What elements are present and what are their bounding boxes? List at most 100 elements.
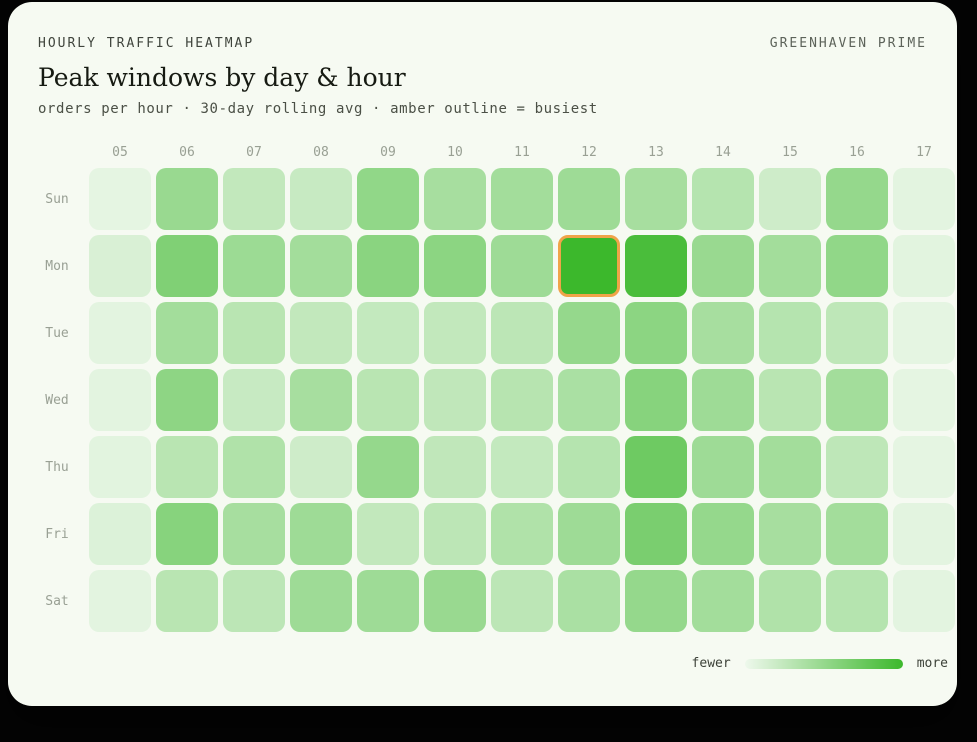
heatmap-cell: [156, 503, 218, 565]
heatmap-cell: [89, 369, 151, 431]
heatmap-cell: [826, 369, 888, 431]
heatmap-cell: [759, 436, 821, 498]
heatmap-cell: [290, 168, 352, 230]
heatmap-cell: [491, 503, 553, 565]
header-row: HOURLY TRAFFIC HEATMAP GREENHAVEN PRIME: [38, 36, 927, 51]
heatmap-cell-busiest: [558, 235, 620, 297]
hour-label: 15: [782, 144, 798, 160]
hour-label: 05: [112, 144, 128, 160]
heatmap-cell: [692, 570, 754, 632]
heatmap-grid: 05 06 07 08 09 10 11 12 13 14 15 16 17 Sun Mon Tue Wed Th…: [30, 141, 955, 632]
brand-label: GREENHAVEN PRIME: [769, 36, 927, 51]
heatmap-cell: [424, 503, 486, 565]
day-label: Fri: [45, 526, 69, 542]
heatmap-cell: [424, 168, 486, 230]
heatmap-cell: [692, 436, 754, 498]
heatmap-cell: [223, 503, 285, 565]
heatmap-cell: [290, 369, 352, 431]
heatmap-cell: [491, 570, 553, 632]
heatmap-cell: [290, 570, 352, 632]
day-label: Thu: [45, 459, 69, 475]
heatmap-cell: [826, 503, 888, 565]
heatmap-cell: [491, 302, 553, 364]
heatmap-cell: [156, 570, 218, 632]
hour-label: 12: [581, 144, 597, 160]
heatmap-cell: [357, 235, 419, 297]
hour-label: 16: [849, 144, 865, 160]
hour-label: 13: [648, 144, 664, 160]
subtitle: orders per hour · 30-day rolling avg · a…: [38, 101, 598, 117]
heatmap-cell: [759, 369, 821, 431]
heatmap-cell: [558, 369, 620, 431]
heatmap-cell: [491, 168, 553, 230]
heatmap-cell: [692, 168, 754, 230]
day-label: Tue: [45, 325, 69, 341]
heatmap-cell: [89, 570, 151, 632]
heatmap-cell: [692, 235, 754, 297]
heatmap-cell: [692, 503, 754, 565]
heatmap-cell: [156, 369, 218, 431]
heatmap-cell: [625, 235, 687, 297]
heatmap-cell: [625, 302, 687, 364]
heatmap-cell: [156, 168, 218, 230]
heatmap-cell: [491, 369, 553, 431]
heatmap-cell: [290, 235, 352, 297]
heatmap-cell: [893, 302, 955, 364]
heatmap-cell: [893, 168, 955, 230]
heatmap-cell: [357, 503, 419, 565]
heatmap-cell: [759, 302, 821, 364]
heatmap-cell: [223, 168, 285, 230]
heatmap-cell: [558, 302, 620, 364]
legend-gradient-bar: [744, 658, 903, 669]
heatmap-cell: [625, 168, 687, 230]
heatmap-cell: [357, 168, 419, 230]
heatmap-cell: [893, 369, 955, 431]
heatmap-cell: [89, 235, 151, 297]
heatmap-cell: [759, 235, 821, 297]
hour-label: 10: [447, 144, 463, 160]
heatmap-cell: [424, 436, 486, 498]
heatmap-cell: [424, 570, 486, 632]
heatmap-cell: [893, 235, 955, 297]
legend-more-label: more: [916, 656, 948, 671]
heatmap-cell: [357, 369, 419, 431]
heatmap-cell: [759, 168, 821, 230]
heatmap-cell: [89, 302, 151, 364]
heatmap-cell: [89, 168, 151, 230]
heatmap-cell: [558, 503, 620, 565]
heatmap-cell: [223, 570, 285, 632]
heatmap-cell: [491, 436, 553, 498]
day-label: Mon: [45, 258, 69, 274]
heatmap-cell: [156, 436, 218, 498]
day-label: Sun: [45, 191, 69, 207]
heatmap-cell: [893, 436, 955, 498]
hour-label: 14: [715, 144, 731, 160]
heatmap-cell: [692, 369, 754, 431]
eyebrow-label: HOURLY TRAFFIC HEATMAP: [38, 36, 255, 51]
heatmap-cell: [156, 235, 218, 297]
heatmap-cell: [625, 436, 687, 498]
heatmap-cell: [223, 302, 285, 364]
legend-fewer-label: fewer: [691, 656, 731, 671]
day-label: Wed: [45, 392, 69, 408]
heatmap-cell: [558, 436, 620, 498]
heatmap-cell: [223, 369, 285, 431]
heatmap-cell: [89, 503, 151, 565]
heatmap-cell: [893, 503, 955, 565]
hour-label: 07: [246, 144, 262, 160]
hour-label: 09: [380, 144, 396, 160]
heatmap-cell: [290, 436, 352, 498]
heatmap-cell: [89, 436, 151, 498]
heatmap-cell: [424, 302, 486, 364]
heatmap-cell: [625, 503, 687, 565]
heatmap-cell: [826, 436, 888, 498]
heatmap-cell: [625, 570, 687, 632]
page-title: Peak windows by day & hour: [38, 63, 406, 92]
heatmap-cell: [156, 302, 218, 364]
heatmap-cell: [290, 503, 352, 565]
day-label: Sat: [45, 593, 69, 609]
heatmap-cell: [357, 570, 419, 632]
heatmap-cell: [223, 436, 285, 498]
hour-label: 11: [514, 144, 530, 160]
hour-label: 06: [179, 144, 195, 160]
